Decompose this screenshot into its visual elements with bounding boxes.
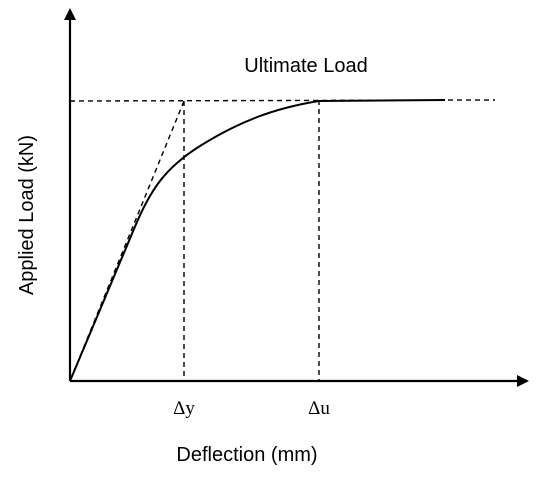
load-deflection-curve — [69, 99, 446, 382]
ultimate-load-label: Ultimate Load — [244, 55, 367, 77]
x-axis-label: Deflection (mm) — [176, 444, 317, 466]
yield-deflection-marker: Δy — [173, 398, 195, 419]
y-axis-label: Applied Load (kN) — [16, 135, 38, 295]
ultimate-deflection-marker: Δu — [308, 398, 330, 419]
